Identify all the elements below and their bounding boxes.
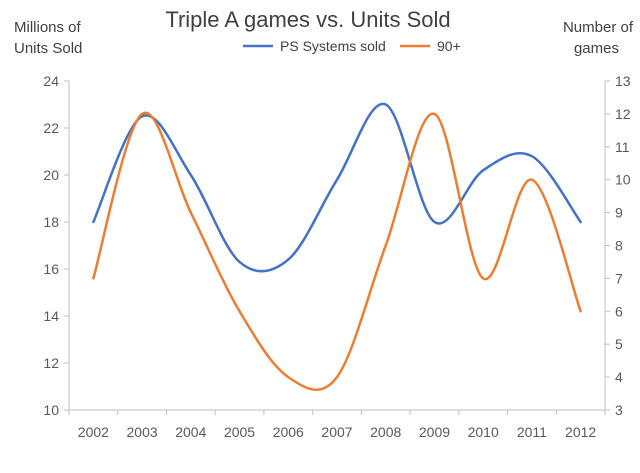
y-right-tick-label: 9	[615, 205, 623, 221]
plot-area	[92, 102, 582, 391]
y-right-axis-title-line2: games	[574, 40, 619, 57]
x-tick-label: 2002	[78, 424, 109, 440]
y-right-tick-label: 11	[615, 139, 630, 155]
y-right-tick-label: 8	[615, 238, 623, 254]
y-right-tick-label: 6	[615, 303, 623, 319]
x-tick-label: 2005	[224, 424, 255, 440]
y-left-tick-label: 12	[43, 355, 59, 371]
x-tick-label: 2006	[273, 424, 304, 440]
y-left-tick-label: 18	[43, 214, 59, 230]
axes: 10 12 14 16 18 20 22 24 3 4 5 6 7 8 9 10 11 12 13 2002 2003 2…	[43, 73, 630, 440]
y-right-tick-label: 10	[615, 172, 631, 188]
x-tick-label: 2010	[468, 424, 499, 440]
x-tick-label: 2008	[370, 424, 401, 440]
y-right-tick-label: 12	[615, 106, 631, 122]
y-right-axis-title-line1: Number of	[563, 19, 634, 36]
x-tick-label: 2011	[517, 424, 547, 440]
y-left-axis-title-line2: Units Sold	[14, 40, 82, 57]
x-tick-label: 2009	[419, 424, 450, 440]
x-tick-label: 2004	[175, 424, 206, 440]
x-tick-label: 2003	[127, 424, 158, 440]
y-right-tick-label: 13	[615, 73, 631, 89]
series-line-90	[92, 111, 582, 391]
chart-title: Triple A games vs. Units Sold	[165, 7, 450, 32]
legend-label: PS Systems sold	[280, 38, 386, 54]
y-right-tick-label: 3	[615, 402, 623, 418]
y-right-tick-label: 5	[615, 336, 623, 352]
legend: PS Systems sold 90+	[243, 38, 461, 54]
y-left-tick-label: 10	[43, 402, 59, 418]
legend-label: 90+	[437, 38, 461, 54]
x-tick-label: 2007	[321, 424, 352, 440]
y-left-tick-label: 16	[43, 261, 59, 277]
y-left-tick-label: 14	[43, 308, 59, 324]
x-tick-label: 2012	[565, 424, 596, 440]
series-line-ps-systems-sold	[92, 102, 582, 273]
y-right-tick-label: 7	[615, 270, 623, 286]
y-left-tick-label: 20	[43, 167, 59, 183]
y-right-tick-label: 4	[615, 369, 623, 385]
y-left-axis-title-line1: Millions of	[14, 19, 82, 36]
y-left-tick-label: 24	[43, 73, 59, 89]
y-left-tick-label: 22	[43, 120, 59, 136]
